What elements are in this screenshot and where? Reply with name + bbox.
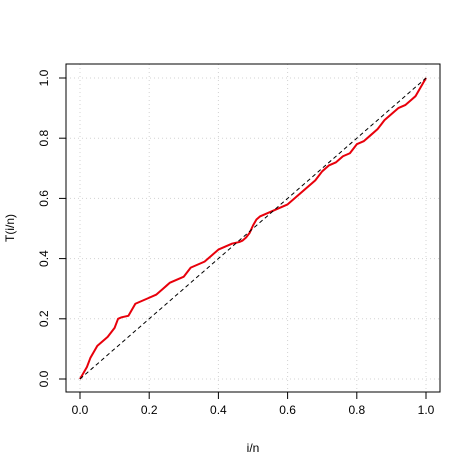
data-series-line xyxy=(79,77,427,380)
y-tick-label: 1.0 xyxy=(37,69,51,86)
y-tick-label: 0.8 xyxy=(37,130,51,147)
y-axis-label: T(i/n) xyxy=(3,214,17,242)
x-tick-label: 0.8 xyxy=(348,403,365,417)
x-tick-label: 0.4 xyxy=(210,403,227,417)
x-axis-label: i/n xyxy=(247,441,260,455)
y-tick-label: 0.2 xyxy=(37,310,51,327)
x-tick-label: 0.0 xyxy=(72,403,89,417)
y-tick-label: 0.4 xyxy=(37,250,51,267)
series-layer xyxy=(79,77,427,380)
plot-frame xyxy=(65,63,441,393)
x-tick-label: 0.6 xyxy=(279,403,296,417)
axes: 0.0 0.2 0.4 0.6 0.8 1.0 0.0 0.2 0.4 0.6 0.8 1.0 xyxy=(37,69,435,417)
grid xyxy=(66,64,440,392)
y-tick-label: 0.6 xyxy=(37,190,51,207)
y-tick-label: 0.0 xyxy=(37,370,51,387)
x-tick-label: 1.0 xyxy=(418,403,435,417)
x-tick-label: 0.2 xyxy=(141,403,158,417)
reference-diagonal-line xyxy=(79,77,427,380)
